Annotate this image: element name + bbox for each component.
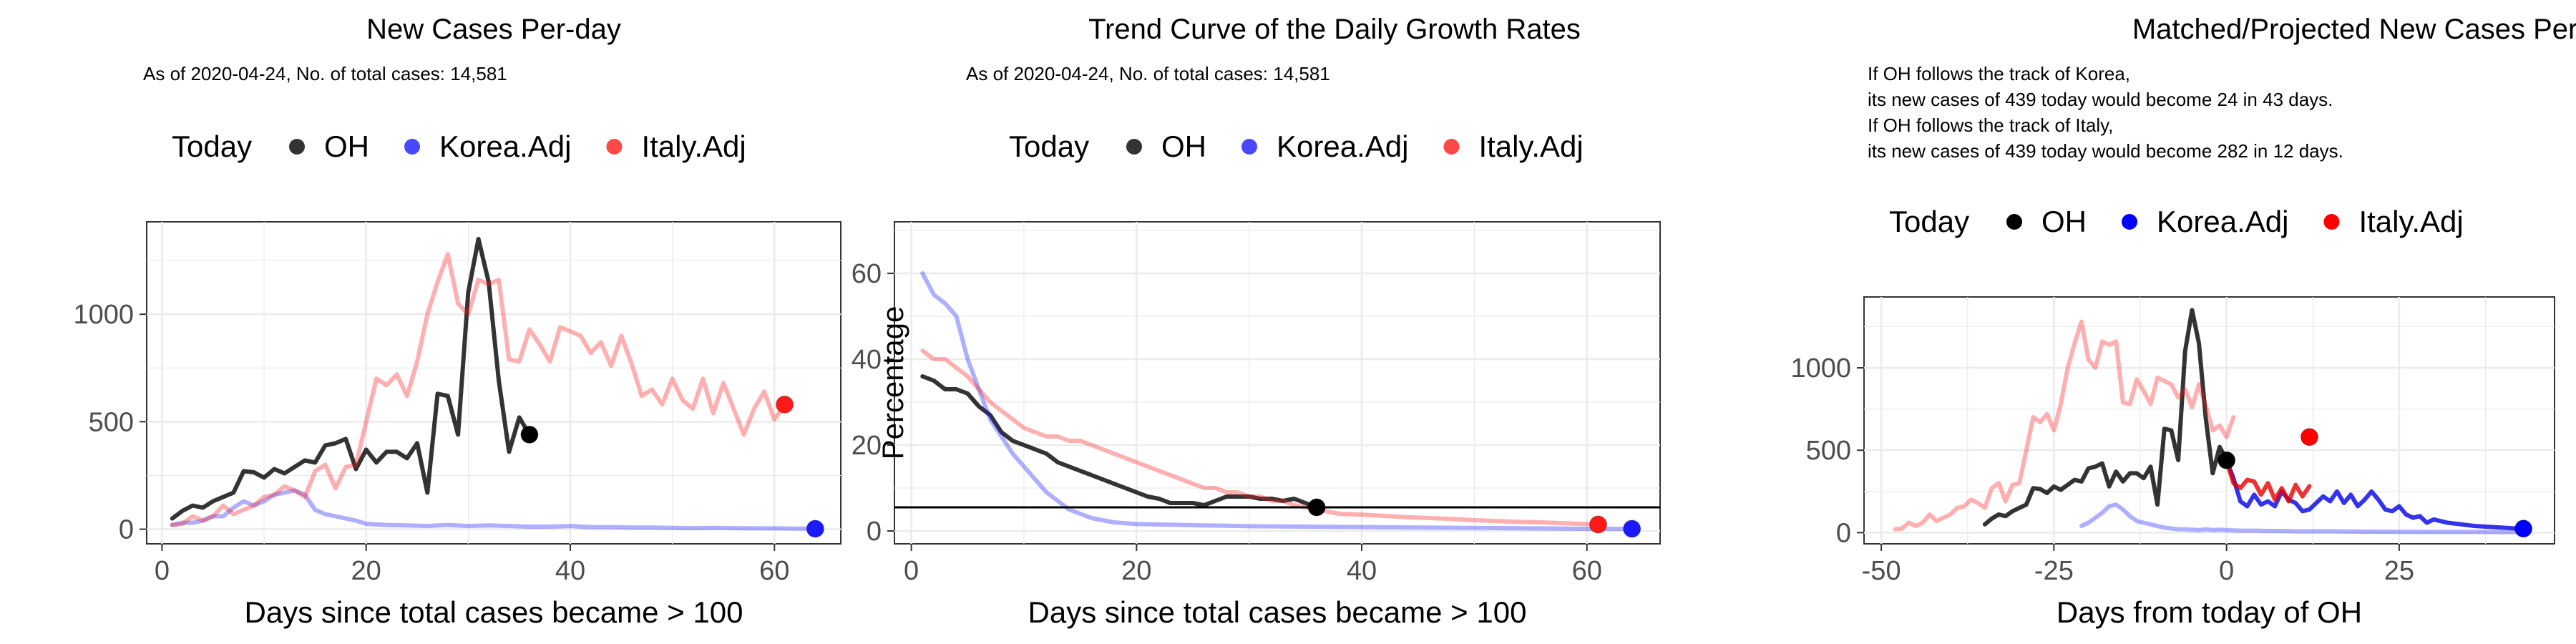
series-lines <box>920 271 1634 531</box>
legend-label: Korea.Adj <box>2157 205 2288 238</box>
x-tick-label: 20 <box>1121 556 1151 586</box>
legend-key-korea-adj <box>1241 139 1257 155</box>
x-tick-label: -50 <box>1862 556 1901 586</box>
legend-label: OH <box>324 130 369 163</box>
chart-panel-3: Matched/Projected New Cases Per-dayIf OH… <box>1790 14 2576 629</box>
x-tick-label: 0 <box>2219 556 2234 586</box>
today-points <box>520 395 824 538</box>
x-tick-label: 0 <box>155 556 170 586</box>
chart-subtitle: As of 2020-04-24, No. of total cases: 14… <box>143 63 507 84</box>
plot-area <box>1863 296 2555 545</box>
legend-key-italy-adj <box>1443 139 1460 155</box>
series-line-oh <box>170 237 532 521</box>
x-tick-label: 60 <box>759 556 789 586</box>
x-tick-label: 0 <box>904 556 919 586</box>
series-line-korea-adj-projected <box>2224 458 2526 531</box>
x-tick-label: -25 <box>2034 556 2074 586</box>
series-line-italy-adj <box>920 348 1601 527</box>
y-tick-label: 40 <box>852 345 882 375</box>
legend-label: Italy.Adj <box>1478 130 1583 163</box>
chart-subtitle-line: If OH follows the track of Korea, <box>1868 63 2130 84</box>
plot-area <box>146 221 841 545</box>
chart-subtitle: As of 2020-04-24, No. of total cases: 14… <box>966 63 1330 84</box>
today-points <box>1307 498 1641 538</box>
legend-key-korea-adj <box>2122 214 2137 230</box>
legend-label: Italy.Adj <box>641 130 746 163</box>
today-point-oh <box>2218 451 2236 469</box>
axis-ticks: 0 20 40 60 0 500 1000 <box>73 300 789 586</box>
today-point-oh <box>1307 498 1326 517</box>
legend-key-italy-adj <box>606 139 623 155</box>
legend-key-oh <box>1126 139 1142 155</box>
y-tick-label: 20 <box>852 431 882 461</box>
today-point-korea-adj <box>2514 519 2533 538</box>
legend-title: Today <box>1009 130 1089 163</box>
series-line-italy-adj-matched <box>1893 319 2236 532</box>
grid <box>147 222 841 544</box>
x-axis-label: Days from today of OH <box>2057 595 2362 629</box>
today-point-italy-adj <box>1589 515 1607 534</box>
chart-subtitle-line: If OH follows the track of Italy, <box>1868 114 2113 136</box>
legend-title: Today <box>172 130 252 163</box>
y-axis-label: Percentage <box>876 306 909 460</box>
y-tick-label: 1000 <box>73 300 134 330</box>
x-tick-label: 40 <box>1347 556 1377 586</box>
chart-title: Trend Curve of the Daily Growth Rates <box>1088 14 1581 45</box>
x-axis-label: Days since total cases became > 100 <box>1028 595 1527 629</box>
series-line-italy-adj-projected <box>2224 458 2312 504</box>
x-axis-label: Days since total cases became > 100 <box>245 595 743 629</box>
legend-key-oh <box>289 139 305 155</box>
y-tick-label: 500 <box>89 407 134 437</box>
y-tick-label: 500 <box>1806 436 1851 466</box>
legend-label: Korea.Adj <box>439 130 571 163</box>
today-point-oh <box>520 425 539 444</box>
series-lines <box>170 237 818 531</box>
legend-label: Italy.Adj <box>2358 205 2463 238</box>
x-tick-label: 40 <box>555 556 585 586</box>
chart-title: New Cases Per-day <box>366 14 621 45</box>
x-tick-label: 20 <box>351 556 381 586</box>
legend-key-oh <box>2006 214 2022 230</box>
legend-title: Today <box>1889 205 1969 238</box>
chart-panel-2: Trend Curve of the Daily Growth Rates As … <box>852 14 1661 629</box>
x-tick-label: 60 <box>1572 556 1602 586</box>
legend-label: OH <box>1161 130 1206 163</box>
chart-title: Matched/Projected New Cases Per-day <box>2132 14 2576 45</box>
series-line-oh <box>920 374 1319 509</box>
y-tick-label: 0 <box>119 515 134 545</box>
series-line-korea-adj <box>170 488 818 531</box>
legend: Today OH Korea.Adj Italy.Adj <box>1009 130 1584 163</box>
chart-subtitle-line: its new cases of 439 today would become … <box>1868 89 2333 110</box>
series-line-italy-adj <box>170 252 787 527</box>
today-point-korea-adj <box>1623 519 1641 538</box>
chart-panel-1: New Cases Per-day As of 2020-04-24, No. o… <box>73 14 841 629</box>
legend: Today OH Korea.Adj Italy.Adj <box>1889 205 2464 238</box>
y-tick-label: 1000 <box>1790 353 1851 384</box>
x-tick-label: 25 <box>2384 556 2414 586</box>
legend-key-italy-adj <box>2323 214 2340 230</box>
legend-label: Korea.Adj <box>1277 130 1408 163</box>
series-line-korea-adj <box>920 271 1634 531</box>
y-tick-label: 60 <box>852 259 882 289</box>
plot-area <box>894 221 1661 545</box>
legend-key-korea-adj <box>404 139 420 155</box>
series-lines <box>1893 308 2526 535</box>
today-point-korea-adj <box>806 519 824 538</box>
series-line-korea-adj-matched <box>2079 502 2526 535</box>
series-line-oh <box>1982 308 2229 527</box>
chart-subtitle-line: its new cases of 439 today would become … <box>1868 140 2343 162</box>
today-point-italy-adj <box>776 395 794 414</box>
y-tick-label: 0 <box>867 517 882 547</box>
legend: Today OH Korea.Adj Italy.Adj <box>172 130 746 163</box>
y-tick-label: 0 <box>1836 518 1851 548</box>
today-point-italy-adj <box>2300 428 2318 447</box>
today-points <box>2218 428 2533 538</box>
axis-ticks: 0 20 40 60 0 20 40 60 <box>852 259 1602 586</box>
legend-label: OH <box>2041 205 2087 238</box>
